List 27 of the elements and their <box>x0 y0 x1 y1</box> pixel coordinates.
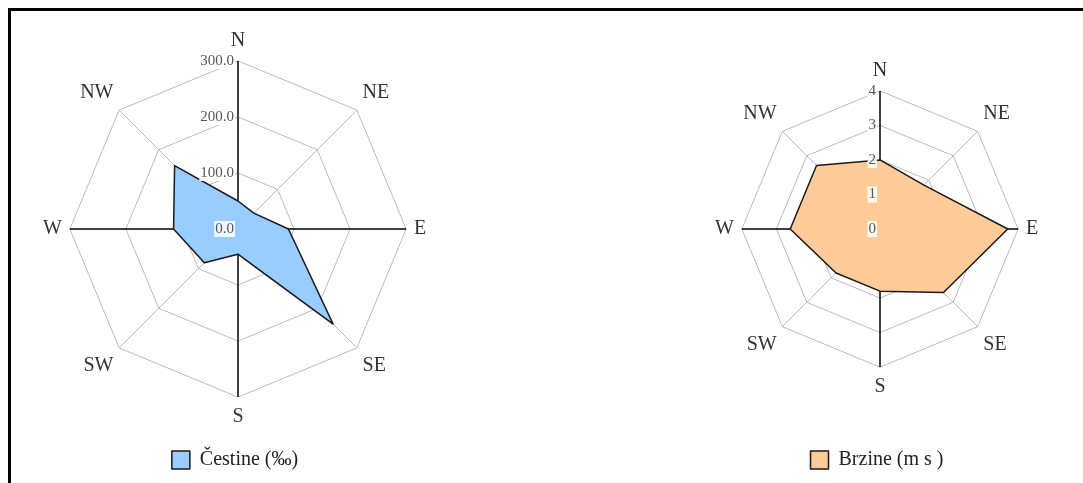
spoke-label: NW <box>743 100 777 123</box>
y-tick-label: 2 <box>868 150 876 167</box>
y-tick-label: 1 <box>868 185 876 202</box>
spoke-label: SE <box>983 331 1007 354</box>
y-tick-label: 3 <box>868 116 876 133</box>
spoke-label: W <box>714 216 734 239</box>
spoke-label: SW <box>83 352 114 375</box>
spoke-label: NW <box>80 79 114 102</box>
y-tick-label: 300.0 <box>200 51 234 68</box>
spoke-label: N <box>872 58 888 81</box>
y-tick-label: 0 <box>868 219 876 236</box>
y-tick-label: 4 <box>868 81 877 98</box>
y-tick-label: 200.0 <box>200 107 234 124</box>
spoke-label: E <box>1026 216 1039 239</box>
legend-label: Čestine (‰) <box>199 446 299 471</box>
spoke-label: S <box>232 404 244 427</box>
spoke-label: E <box>414 216 427 239</box>
spoke-label: SW <box>746 331 777 354</box>
y-tick-label: 100.0 <box>200 163 234 180</box>
spoke-label: S <box>874 374 886 397</box>
spoke-label: N <box>230 28 246 51</box>
spoke-label: W <box>42 216 62 239</box>
spoke-label: NE <box>983 100 1010 123</box>
y-tick-label: 0.0 <box>215 219 234 236</box>
spoke-label: SE <box>362 352 386 375</box>
legend-label: Brzine (m s ) <box>838 447 944 471</box>
spoke-label: NE <box>362 79 390 102</box>
